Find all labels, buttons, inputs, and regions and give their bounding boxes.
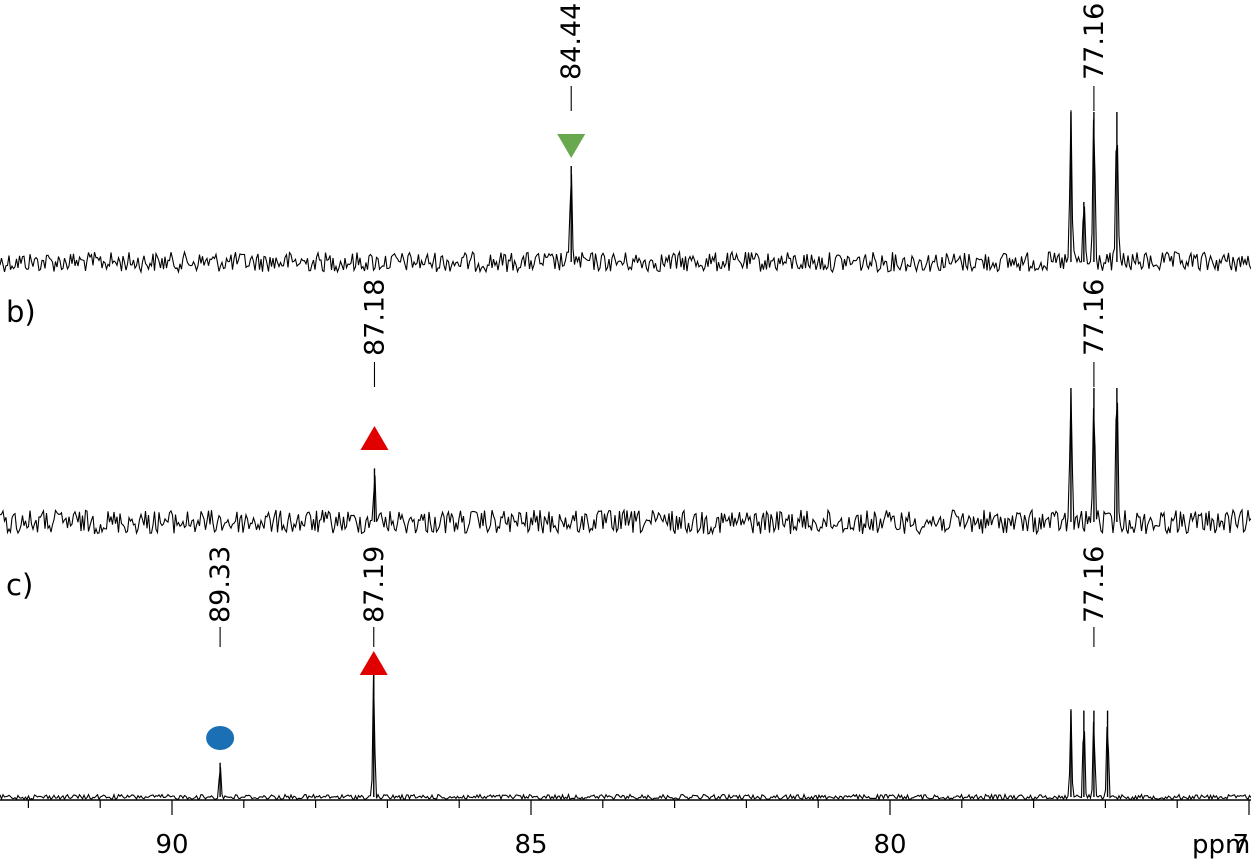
x-tick-label-90: 90 (155, 830, 188, 860)
annotation-layer: 84.4477.1670.0263.7862.40b)87.1877.1670.… (6, 3, 1110, 647)
peak-label-2-2: 77.16 (1079, 279, 1110, 356)
marker-3-1-circle-icon (206, 726, 235, 750)
x-axis-unit-label: ppm (1192, 830, 1250, 860)
x-tick-label-80: 80 (873, 830, 906, 860)
panel-label-3: c) (6, 568, 33, 602)
spectrum-trace-2 (0, 392, 1251, 536)
peak-label-1-1: 84.44 (556, 3, 587, 80)
x-axis: ppm 908580757065 (0, 799, 1251, 860)
spectrum-trace-3 (0, 675, 1251, 802)
peak-label-3-3: 77.16 (1079, 546, 1110, 623)
x-tick-label-75: 75 (1232, 830, 1251, 860)
spectrum-trace-1 (0, 110, 1251, 275)
marker-3-2-triangle-up-icon (359, 651, 388, 675)
peak-label-3-2: 87.19 (359, 546, 390, 623)
peak-label-2-1: 87.18 (359, 279, 390, 356)
x-tick-label-85: 85 (514, 830, 547, 860)
panel-label-2: b) (6, 295, 36, 329)
marker-1-1-triangle-down-icon (557, 134, 586, 158)
marker-layer (206, 134, 586, 750)
marker-2-1-triangle-up-icon (360, 426, 389, 450)
spectra-layer (0, 110, 1251, 802)
peak-label-1-2: 77.16 (1079, 3, 1110, 80)
peak-label-3-1: 89.33 (205, 546, 236, 623)
